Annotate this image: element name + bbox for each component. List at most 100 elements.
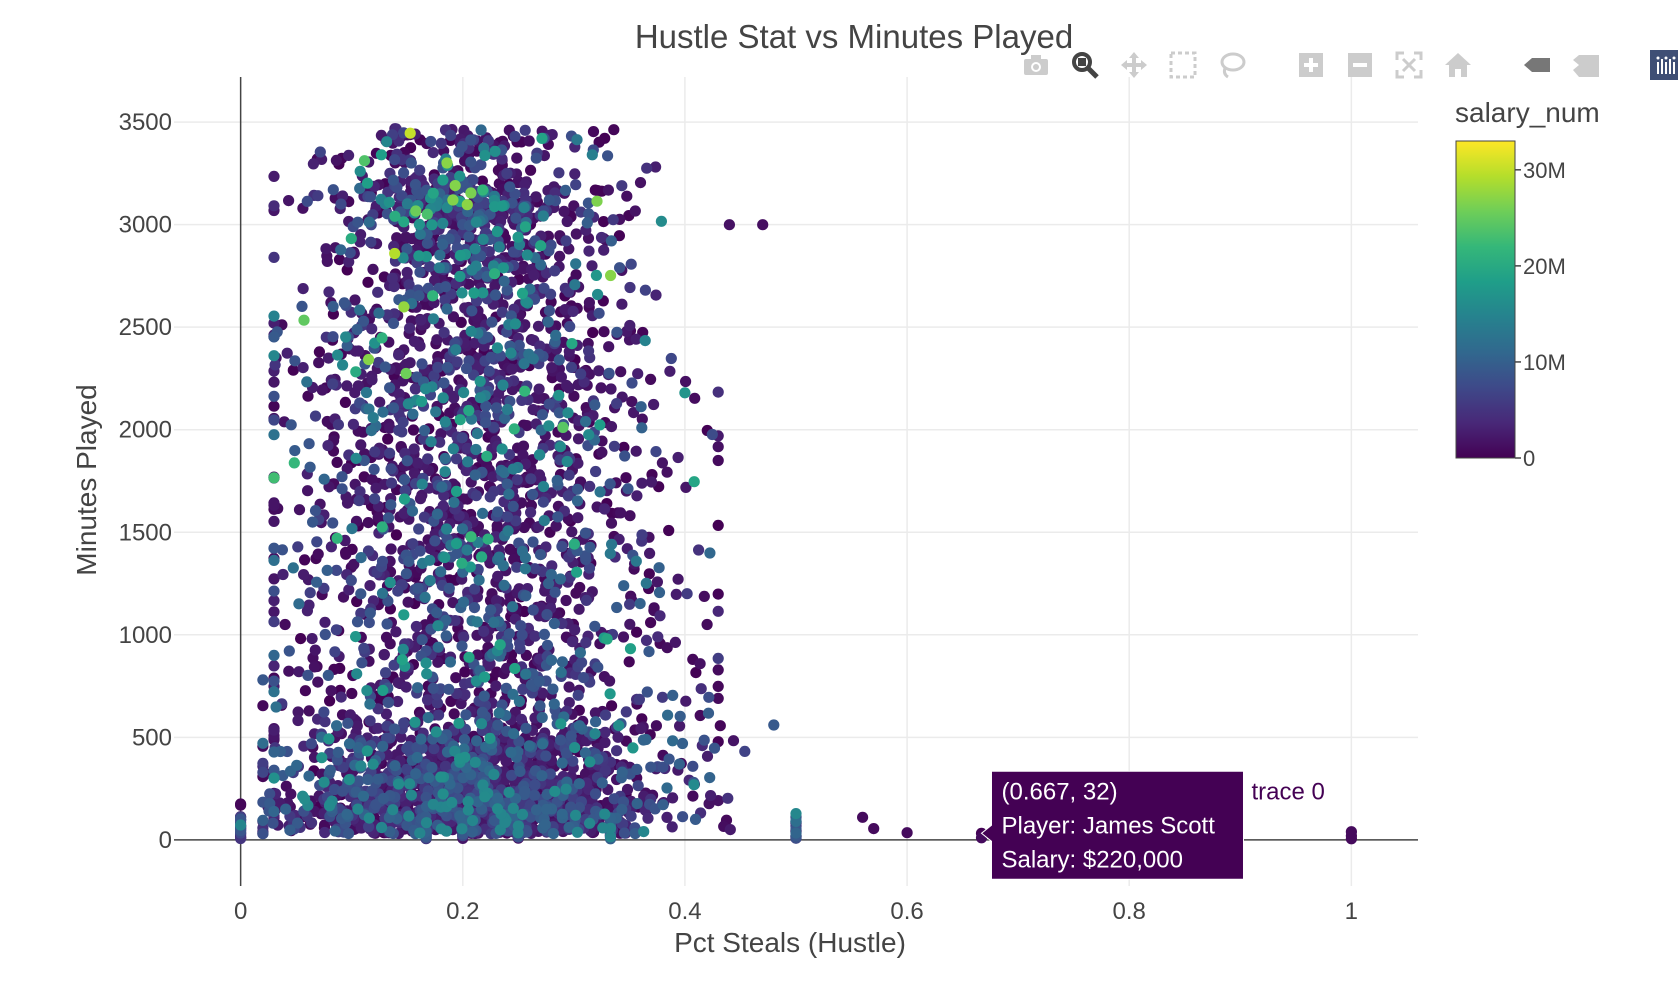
scatter-point[interactable] <box>319 826 331 839</box>
scatter-point[interactable] <box>349 294 361 306</box>
scatter-point[interactable] <box>688 476 700 488</box>
scatter-point[interactable] <box>570 258 582 270</box>
scatter-point[interactable] <box>412 582 424 594</box>
scatter-point[interactable] <box>398 301 410 313</box>
scatter-point[interactable] <box>582 197 595 209</box>
scatter-point[interactable] <box>486 316 498 328</box>
scatter-point[interactable] <box>354 165 366 177</box>
scatter-point[interactable] <box>543 245 555 257</box>
scatter-point[interactable] <box>698 734 710 746</box>
scatter-point[interactable] <box>358 315 370 327</box>
scatter-point[interactable] <box>268 573 280 585</box>
scatter-point[interactable] <box>345 574 357 587</box>
scatter-point[interactable] <box>589 707 602 719</box>
scatter-point[interactable] <box>656 457 669 469</box>
scatter-point[interactable] <box>440 281 452 293</box>
scatter-point[interactable] <box>396 654 408 666</box>
scatter-point[interactable] <box>426 219 438 231</box>
scatter-point[interactable] <box>316 752 328 764</box>
scatter-point[interactable] <box>481 450 493 462</box>
scatter-point[interactable] <box>374 396 386 408</box>
scatter-point[interactable] <box>319 716 331 728</box>
scatter-point[interactable] <box>443 683 455 695</box>
scatter-point[interactable] <box>496 306 508 318</box>
scatter-point[interactable] <box>661 642 673 654</box>
scatter-point[interactable] <box>562 407 574 419</box>
scatter-point[interactable] <box>506 601 519 613</box>
scatter-point[interactable] <box>335 244 347 256</box>
scatter-point[interactable] <box>424 575 436 587</box>
scatter-point[interactable] <box>521 826 533 838</box>
scatter-point[interactable] <box>566 526 578 538</box>
scatter-point[interactable] <box>306 633 318 645</box>
scatter-point[interactable] <box>295 633 307 645</box>
scatter-point[interactable] <box>722 792 734 804</box>
scatter-point[interactable] <box>519 785 531 797</box>
scatter-point[interactable] <box>316 384 328 396</box>
scatter-point[interactable] <box>548 617 561 630</box>
scatter-point[interactable] <box>235 799 247 811</box>
scatter-point[interactable] <box>534 549 547 561</box>
scatter-point[interactable] <box>681 588 693 600</box>
scatter-point[interactable] <box>397 643 409 656</box>
scatter-point[interactable] <box>569 279 581 291</box>
scatter-point[interactable] <box>599 736 611 749</box>
scatter-point[interactable] <box>439 551 451 564</box>
scatter-point[interactable] <box>372 511 384 524</box>
scatter-point[interactable] <box>441 157 453 169</box>
scatter-point[interactable] <box>630 445 642 457</box>
scatter-point[interactable] <box>586 149 598 161</box>
scatter-point[interactable] <box>604 548 616 560</box>
scatter-point[interactable] <box>631 798 643 810</box>
scatter-point[interactable] <box>615 366 627 378</box>
scatter-point[interactable] <box>553 389 565 401</box>
scatter-point[interactable] <box>432 620 444 632</box>
scatter-point[interactable] <box>516 808 529 821</box>
scatter-point[interactable] <box>322 440 334 452</box>
scatter-point[interactable] <box>403 810 415 822</box>
scatter-point[interactable] <box>493 241 505 253</box>
scatter-point[interactable] <box>594 486 606 498</box>
scatter-point[interactable] <box>414 164 426 176</box>
scatter-point[interactable] <box>527 536 539 548</box>
scatter-point[interactable] <box>657 761 669 773</box>
scatter-point[interactable] <box>509 318 521 330</box>
scatter-point[interactable] <box>365 425 377 437</box>
scatter-point[interactable] <box>289 355 301 367</box>
scatter-point[interactable] <box>380 667 392 679</box>
scatter-point[interactable] <box>416 634 428 646</box>
scatter-point[interactable] <box>661 811 673 824</box>
scatter-point[interactable] <box>626 377 638 389</box>
scatter-point[interactable] <box>490 595 503 607</box>
scatter-point[interactable] <box>631 763 643 776</box>
scatter-point[interactable] <box>458 734 471 746</box>
scatter-point[interactable] <box>597 822 609 834</box>
scatter-point[interactable] <box>537 481 550 493</box>
scatter-point[interactable] <box>702 707 715 719</box>
scatter-point[interactable] <box>370 799 382 811</box>
scatter-point[interactable] <box>712 386 724 398</box>
scatter-point[interactable] <box>257 814 269 827</box>
scatter-point[interactable] <box>537 738 549 750</box>
scatter-point[interactable] <box>611 601 623 614</box>
scatter-point[interactable] <box>267 817 279 829</box>
scatter-point[interactable] <box>521 249 533 261</box>
scatter-point[interactable] <box>413 250 425 262</box>
scatter-point[interactable] <box>462 804 474 816</box>
scatter-point[interactable] <box>268 772 280 784</box>
scatter-point[interactable] <box>366 473 378 486</box>
scatter-point[interactable] <box>592 288 604 301</box>
scatter-point[interactable] <box>688 779 700 791</box>
scatter-point[interactable] <box>566 636 579 648</box>
scatter-point[interactable] <box>525 164 537 176</box>
scatter-point[interactable] <box>383 696 395 709</box>
scatter-point[interactable] <box>280 803 292 815</box>
scatter-point[interactable] <box>465 325 477 337</box>
scatter-point[interactable] <box>312 190 324 202</box>
scatter-point[interactable] <box>426 761 438 774</box>
scatter-point[interactable] <box>358 642 370 655</box>
scatter-point[interactable] <box>790 808 802 820</box>
scatter-point[interactable] <box>420 383 432 395</box>
scatter-point[interactable] <box>318 473 330 485</box>
scatter-point[interactable] <box>355 439 367 451</box>
